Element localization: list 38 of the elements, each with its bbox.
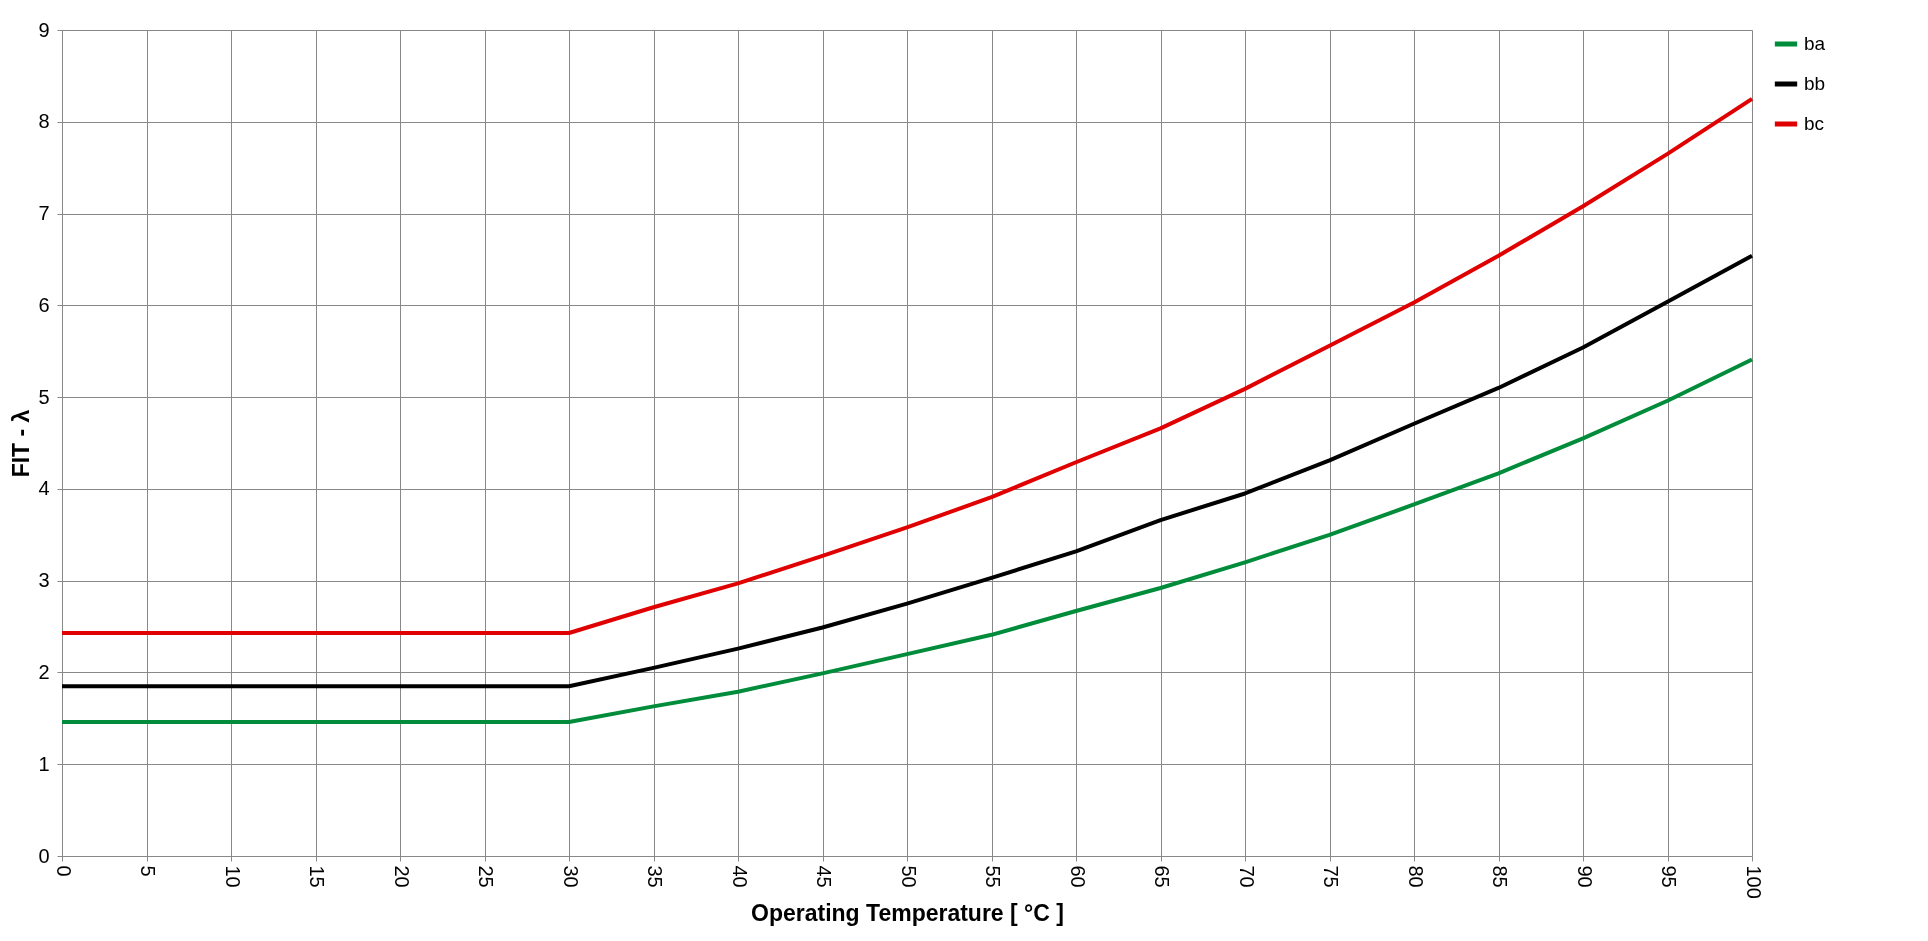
x-tick-label: 80	[1404, 865, 1427, 888]
x-tick-label: 15	[306, 865, 328, 888]
x-tick-label: 5	[137, 865, 159, 877]
x-tick-label: 10	[221, 865, 244, 888]
x-tick-label: 85	[1489, 865, 1511, 888]
y-tick-label: 8	[38, 110, 50, 133]
y-tick-label: 9	[38, 18, 50, 41]
x-tick-label: 35	[644, 865, 666, 888]
legend-label: ba	[1804, 33, 1826, 54]
x-tick-label: 95	[1658, 865, 1680, 888]
x-tick-label: 75	[1320, 865, 1342, 888]
x-tick-label: 30	[559, 865, 582, 888]
y-tick-label: 7	[38, 202, 50, 225]
x-tick-label: 70	[1235, 865, 1258, 888]
y-tick-label: 3	[38, 569, 50, 592]
legend-label: bb	[1804, 73, 1826, 94]
x-tick-label: 20	[390, 865, 413, 888]
y-tick-label: 5	[38, 385, 50, 408]
line-series	[60, 96, 1754, 635]
line-series	[60, 357, 1754, 724]
x-tick-label: 60	[1066, 865, 1089, 888]
y-tick-label: 2	[38, 660, 50, 683]
x-tick-label: 50	[897, 865, 920, 888]
line-series	[60, 253, 1754, 689]
x-tick-label: 25	[475, 865, 497, 888]
x-tick-label: 55	[982, 865, 1004, 888]
y-tick-label: 6	[38, 293, 50, 316]
x-axis-title: Operating Temperature [ °C ]	[751, 899, 1064, 926]
x-tick-label: 45	[813, 865, 835, 888]
x-tick-label: 0	[52, 865, 75, 877]
x-tick-label: 100	[1742, 865, 1765, 899]
x-tick-label: 40	[728, 865, 751, 888]
y-tick-label: 1	[38, 752, 50, 775]
x-tick-label: 65	[1151, 865, 1173, 888]
legend-label: bc	[1804, 113, 1825, 134]
y-tick-label: 4	[38, 477, 50, 500]
x-tick-label: 90	[1573, 865, 1596, 888]
y-axis-title: FIT - λ	[8, 409, 35, 478]
